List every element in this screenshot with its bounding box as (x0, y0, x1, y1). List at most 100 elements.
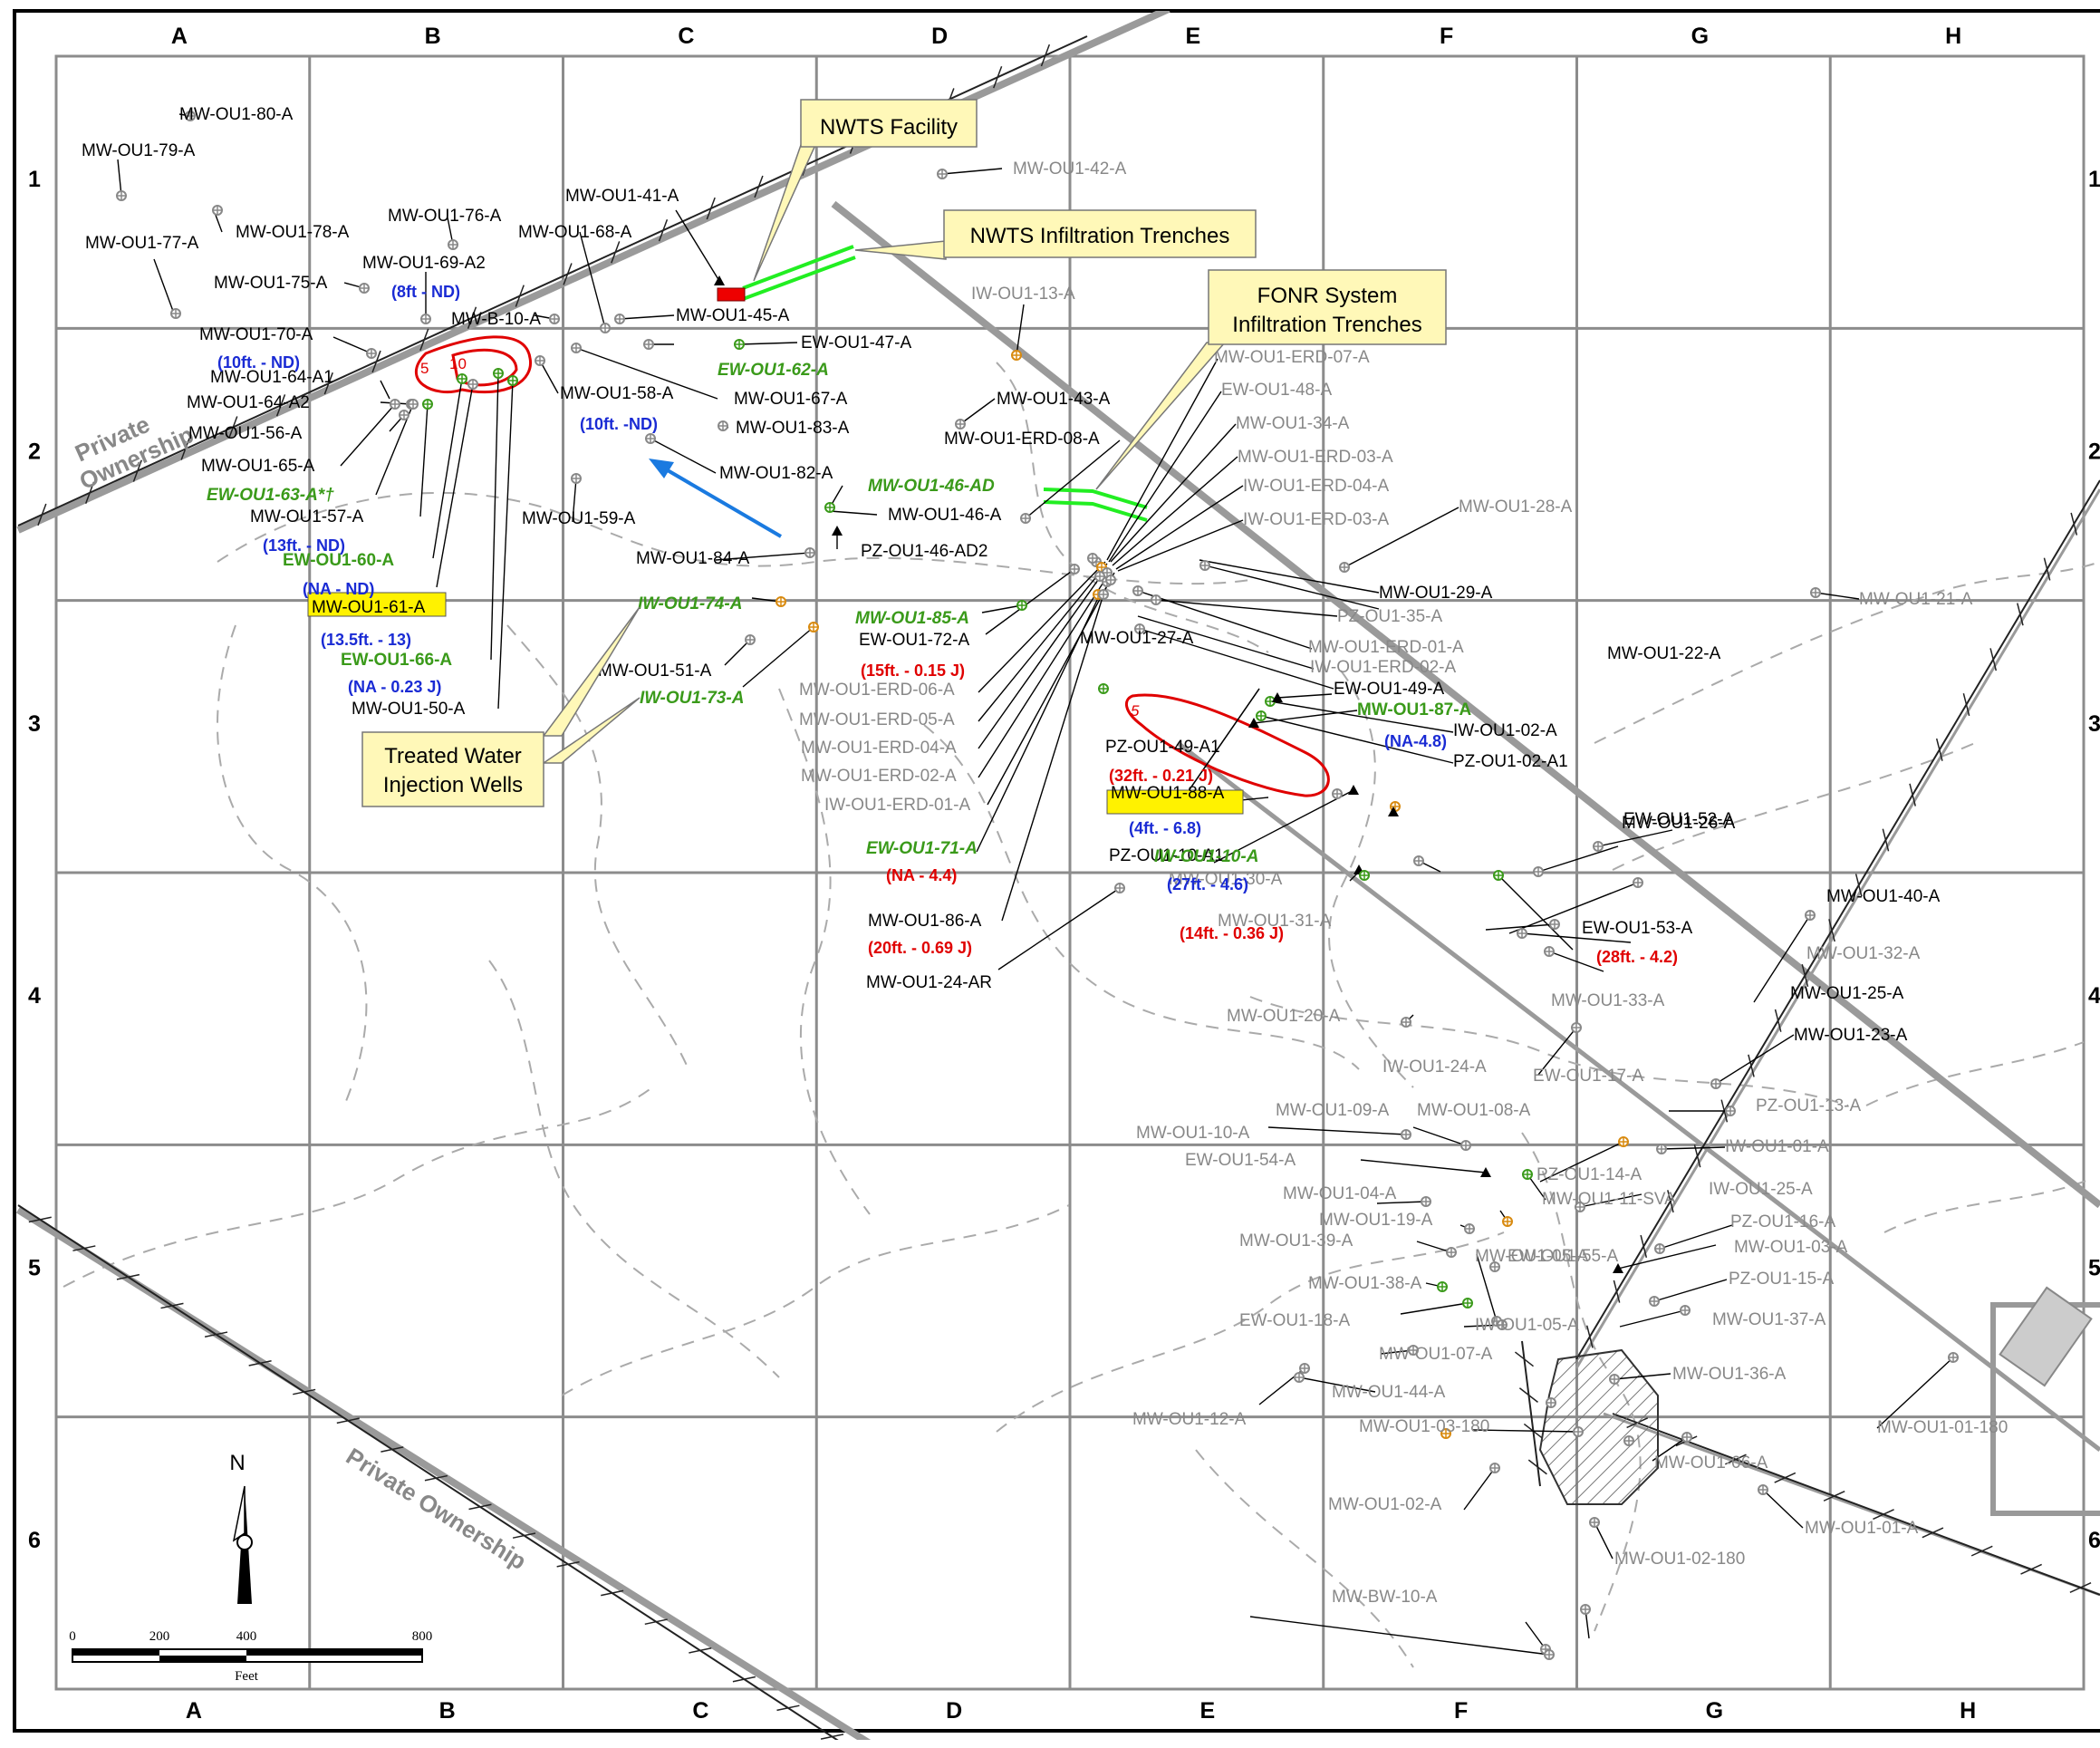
well-label: MW-OU1-33-A (1551, 991, 1665, 1010)
fence-tick (275, 394, 286, 417)
scale-tick-0: 0 (69, 1629, 76, 1644)
grid-row-label-left: 5 (28, 1256, 41, 1281)
leader-line (1110, 423, 1237, 563)
well-value: (15ft. - 0.15 J) (861, 662, 965, 680)
flow-direction-arrow (649, 459, 783, 538)
leader-line (1416, 1241, 1452, 1253)
plume-contour-a (414, 335, 533, 394)
highlight-61a (307, 592, 447, 617)
leader-line (1298, 1376, 1376, 1393)
well-label: IW-OU1-05-A (1475, 1316, 1579, 1335)
leader-line (332, 336, 372, 354)
well-label: EW-OU1-72-A (859, 631, 969, 650)
well-label: PZ-OU1-15-A (1729, 1270, 1834, 1289)
well-label: MW-OU1-02-180 (1614, 1550, 1745, 1569)
leader-line (829, 510, 878, 516)
well-value: (28ft. - 4.2) (1596, 948, 1678, 966)
fence-tick (563, 263, 573, 285)
leader-line (987, 572, 1115, 806)
leader-line (1360, 1159, 1487, 1173)
well-label: MW-OU1-79-A (82, 141, 196, 160)
leader-line (1659, 1224, 1733, 1250)
fence-tick (1801, 963, 1809, 988)
well-label: PZ-OU1-49-A1 (1105, 738, 1220, 757)
contour-label-10: 10 (449, 355, 467, 372)
well-label: MW-OU1-84-A (636, 549, 750, 568)
leader-line (976, 594, 1101, 853)
well-label: MW-OU1-43-A (997, 390, 1111, 409)
leader-line (1249, 1616, 1550, 1656)
leader-line (1594, 1521, 1614, 1560)
fence-tick (2069, 1582, 2092, 1593)
well-symbols (116, 111, 1959, 1660)
fence-ticks (17, 35, 2100, 1740)
grid-row-label-right: 3 (2088, 711, 2100, 737)
callout-treated-line2: Injection Wells (383, 773, 523, 797)
well-label: MW-OU1-86-A (868, 912, 982, 931)
fence-tick (2017, 603, 2024, 626)
leader-line (1579, 1193, 1642, 1208)
fence-tick (1527, 1459, 1547, 1475)
fence-tick (820, 1734, 844, 1740)
leader-line (1472, 1429, 1579, 1433)
scale-bar: 0 200 400 800 Feet (69, 1629, 432, 1684)
leader-line (1025, 439, 1121, 519)
fence-tick (1922, 1527, 1944, 1539)
leader-line (1108, 391, 1222, 563)
fence-tick (1774, 1009, 1782, 1032)
well-label: MW-OU1-41-A (565, 187, 679, 206)
leader-line (1548, 951, 1604, 972)
fence-tick (336, 1417, 360, 1424)
leader-line (117, 159, 122, 197)
leader-line (1876, 1357, 1954, 1429)
fence-tick (1935, 738, 1943, 761)
fence-tick (468, 1503, 492, 1511)
well-value: (20ft. - 0.69 J) (868, 939, 972, 957)
plume-contour-c (1124, 693, 1330, 797)
grid-col-label-bottom: D (946, 1698, 962, 1724)
grid-row-label-right: 5 (2088, 1256, 2100, 1281)
leader-line (619, 314, 675, 320)
leader-line (575, 347, 718, 400)
leader-line (959, 398, 996, 425)
leader-line (340, 403, 396, 467)
well-label: MW-OU1-19-A (1319, 1211, 1433, 1230)
well-label: EW-OU1-71-A (866, 839, 978, 858)
fence-tick (1667, 1190, 1674, 1213)
well-label: MW-OU1-03-A (1734, 1238, 1848, 1257)
well-label: IW-OU1-02-A (1453, 721, 1557, 740)
well-label: MW-OU1-46-A (888, 506, 1002, 525)
leader-line (1115, 485, 1244, 570)
well-label: MW-OU1-64-A2 (187, 393, 310, 412)
well-label: EW-OU1-47-A (801, 333, 911, 352)
fence-tick (644, 1618, 668, 1626)
well-label: MW-OU1-07-A (1379, 1345, 1493, 1364)
leader-line (1380, 1349, 1414, 1355)
fence-tick (1909, 783, 1916, 806)
diagonal-road (831, 200, 2100, 1209)
fence-tick (1989, 648, 1998, 671)
fence-tick (1725, 1453, 1747, 1465)
fence-tick (1613, 1280, 1621, 1303)
leader-line (1112, 456, 1238, 566)
well-label: IW-OU1-13-A (971, 285, 1075, 304)
fence-tick (323, 372, 333, 395)
leader-line (1753, 914, 1811, 1003)
leader-line (978, 563, 1108, 722)
fence-tick (160, 1302, 184, 1309)
fence-tick (1823, 1490, 1845, 1502)
callout-treated-water: Treated Water Injection Wells (361, 606, 641, 807)
leader-line (1137, 615, 1315, 670)
callout-nwts-facility: NWTS Facility (753, 99, 978, 282)
well-label: MW-OU1-83-A (736, 419, 850, 438)
well-label: EW-OU1-62-A (718, 361, 829, 380)
scale-unit: Feet (235, 1669, 259, 1684)
upper-fence-road (16, 11, 1170, 534)
fence-tick (1962, 693, 1970, 717)
leader-line (978, 566, 1108, 749)
fence-tick (1873, 1509, 1894, 1521)
well-label: MW-OU1-59-A (522, 509, 636, 528)
well-label: IW-OU1-ERD-02-A (1310, 658, 1456, 677)
piezometer-symbol (1272, 692, 1283, 702)
